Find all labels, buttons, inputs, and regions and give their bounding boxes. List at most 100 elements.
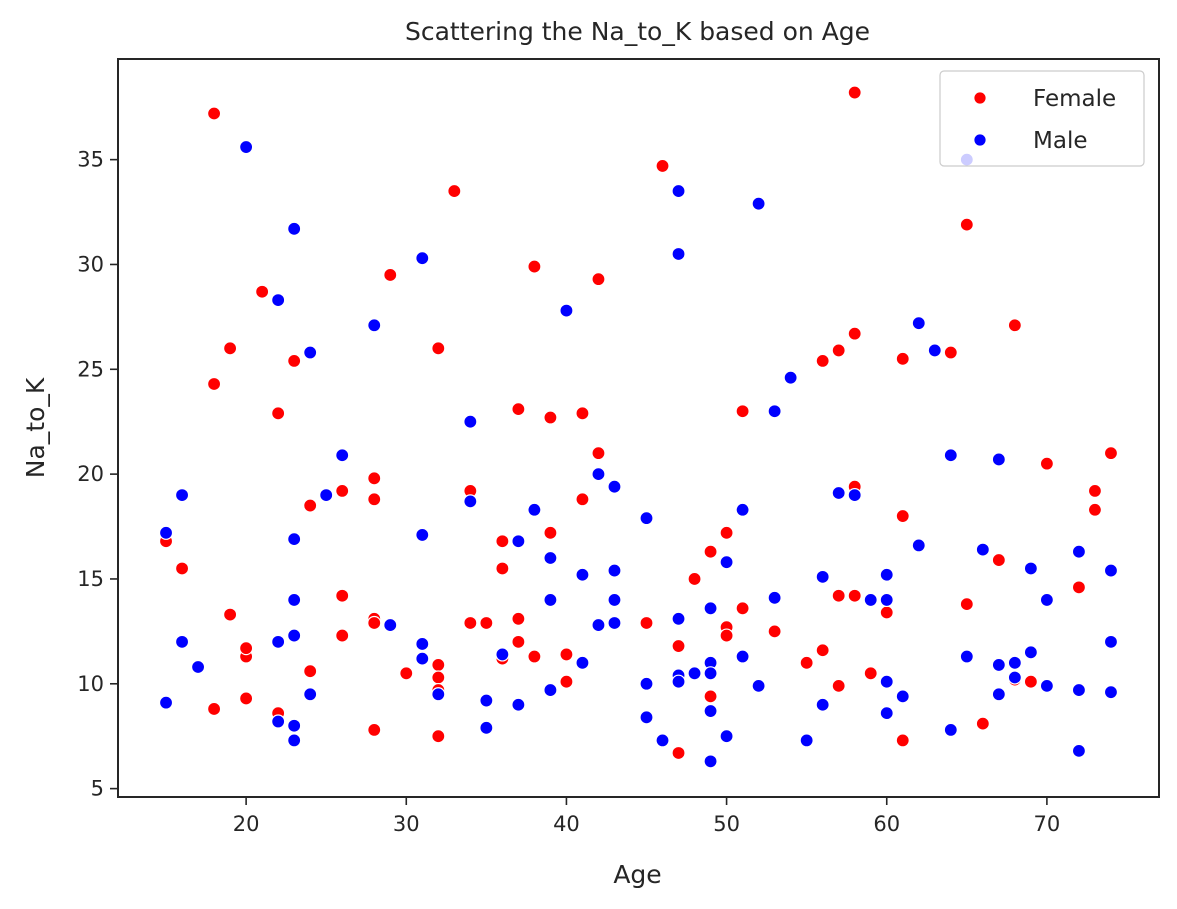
scatter-point-female <box>495 561 510 576</box>
scatter-point-female <box>303 498 318 513</box>
y-tick-label: 5 <box>91 777 104 801</box>
scatter-point-female <box>975 716 990 731</box>
scatter-point-male <box>607 615 622 631</box>
legend-marker-female <box>973 91 987 105</box>
scatter-point-male <box>1071 682 1087 698</box>
scatter-point-male <box>415 651 430 666</box>
x-tick-label: 30 <box>393 812 420 836</box>
plot-frame <box>117 58 1160 798</box>
scatter-point-female <box>895 508 910 524</box>
scatter-point-male <box>479 720 494 735</box>
scatter-point-male <box>527 502 542 517</box>
scatter-point-male <box>639 710 654 725</box>
scatter-point-female <box>431 341 446 356</box>
legend: Female Male <box>939 70 1145 167</box>
scatter-point-female <box>431 657 446 673</box>
y-tick-label: 15 <box>77 567 104 591</box>
scatter-point-male <box>911 538 926 553</box>
scatter-point-female <box>959 597 974 612</box>
scatter-point-male <box>158 525 174 540</box>
scatter-point-male <box>735 649 750 664</box>
legend-label-female: Female <box>1033 86 1116 112</box>
x-axis: 20 30 40 50 60 70 <box>233 797 1060 836</box>
scatter-point-female <box>575 406 590 421</box>
y-tick-label: 30 <box>77 252 104 276</box>
scatter-point-male <box>1103 634 1119 649</box>
scatter-point-male <box>174 487 190 503</box>
scatter-point-male <box>879 592 894 608</box>
scatter-point-male <box>591 467 606 482</box>
scatter-point-female <box>559 674 574 689</box>
scatter-point-male <box>287 532 302 547</box>
scatter-point-female <box>335 588 350 603</box>
scatter-point-female <box>399 666 414 681</box>
scatter-point-male <box>415 527 430 543</box>
scatter-point-female <box>895 733 910 748</box>
scatter-point-male <box>1071 743 1087 758</box>
scatter-point-female <box>943 345 958 360</box>
x-tick-label: 20 <box>233 812 260 836</box>
scatter-point-female <box>527 649 542 664</box>
scatter-point-male <box>879 674 894 689</box>
scatter-point-male <box>639 676 654 691</box>
scatter-point-male <box>383 617 398 633</box>
scatter-point-female <box>959 217 974 232</box>
scatter-point-female <box>703 689 718 704</box>
scatter-point-female <box>1023 674 1038 689</box>
scatter-point-male <box>158 695 174 710</box>
scatter-point-male <box>559 303 574 318</box>
scatter-point-male <box>287 221 302 236</box>
scatter-point-male <box>671 246 686 262</box>
scatter-point-male <box>287 733 302 748</box>
scatter-point-male <box>751 678 766 693</box>
scatter-point-male <box>1071 544 1087 559</box>
scatter-point-male <box>607 592 622 608</box>
scatter-point-female <box>639 615 654 631</box>
scatter-point-female <box>735 404 750 419</box>
scatter-point-female <box>799 655 814 670</box>
scatter-point-male <box>271 714 286 729</box>
scatter-point-female <box>239 641 254 656</box>
scatter-point-male <box>719 729 734 744</box>
scatter-point-female <box>847 588 862 603</box>
scatter-point-female <box>447 183 462 199</box>
scatter-point-female <box>479 615 494 631</box>
scatter-point-female <box>206 376 222 392</box>
scatter-point-female <box>335 628 350 643</box>
scatter-point-male <box>607 479 622 494</box>
scatter-point-female <box>543 410 558 425</box>
scatter-point-male <box>703 703 718 719</box>
scatter-point-female <box>367 492 382 507</box>
scatter-point-female <box>559 647 574 662</box>
scatter-point-female <box>671 638 686 654</box>
scatter-point-male <box>831 485 846 501</box>
scatter-point-male <box>543 682 558 698</box>
scatter-point-male <box>303 687 318 702</box>
scatter-point-male <box>271 634 286 649</box>
scatter-point-male <box>543 550 558 566</box>
scatter-point-female <box>206 106 222 121</box>
scatter-point-male <box>703 601 718 616</box>
scatter-point-male <box>463 414 478 429</box>
scatter-point-female <box>671 745 686 761</box>
scatter-point-female <box>1039 456 1054 471</box>
scatter-point-male <box>767 404 782 419</box>
scatter-point-female <box>591 446 606 461</box>
scatter-point-female <box>1087 502 1103 517</box>
scatter-point-male <box>703 666 718 681</box>
scatter-point-male <box>511 534 526 549</box>
scatter-point-male <box>943 722 958 738</box>
scatter-point-male <box>991 657 1006 673</box>
scatter-point-female <box>687 571 702 587</box>
scatter-point-male <box>719 555 734 570</box>
scatter-point-female <box>255 284 270 299</box>
plot-points <box>158 85 1119 769</box>
scatter-point-female <box>815 353 830 369</box>
scatter-point-male <box>911 316 926 331</box>
scatter-point-male <box>1039 678 1054 693</box>
scatter-point-female <box>239 691 254 706</box>
scatter-point-male <box>479 693 494 708</box>
scatter-point-female <box>815 643 830 658</box>
scatter-point-female <box>367 722 382 738</box>
